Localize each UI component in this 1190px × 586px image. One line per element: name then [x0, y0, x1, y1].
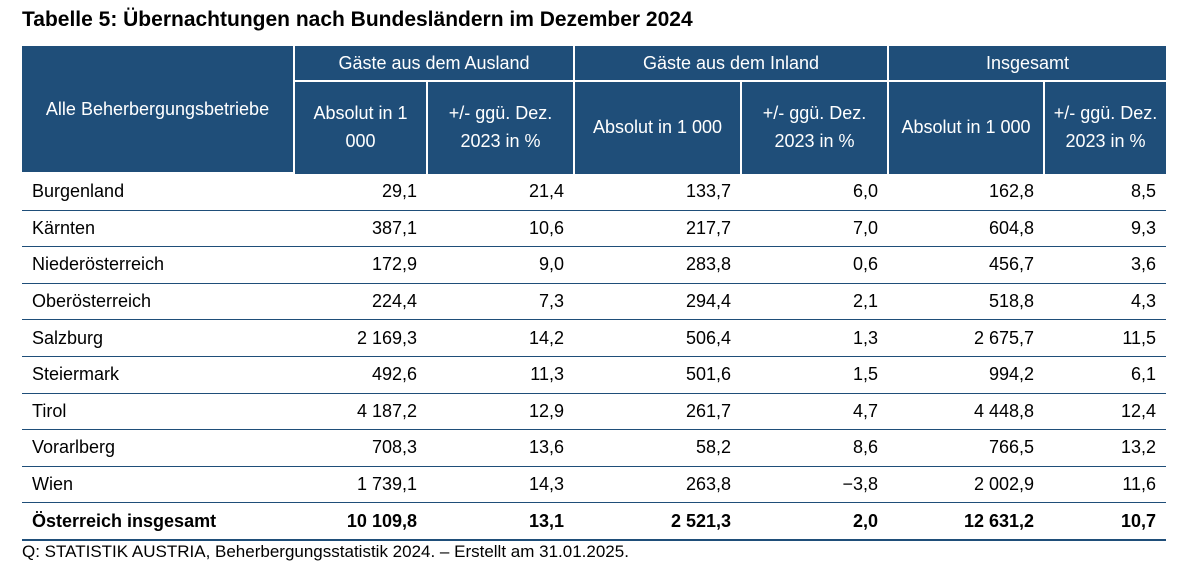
region-name: Kärnten: [22, 210, 294, 248]
col-header-ausland-abs: Absolut in 1 000: [293, 81, 428, 173]
col-header-total-abs: Absolut in 1 000: [887, 81, 1046, 173]
table-cell: 8,6: [741, 429, 889, 467]
table-cell: 263,8: [574, 466, 741, 504]
table-cell: 7,0: [741, 210, 889, 248]
table-row: Kärnten 387,1 10,6 217,7 7,0 604,8 9,3: [22, 210, 1167, 248]
table-cell: 0,6: [741, 246, 889, 284]
table-cell: 492,6: [294, 356, 427, 394]
table-cell: 10 109,8: [294, 502, 427, 541]
table-cell: 4,7: [741, 393, 889, 431]
table-row: Burgenland 29,1 21,4 133,7 6,0 162,8 8,5: [22, 171, 1167, 211]
col-header-ausland-pct: +/- ggü. Dez. 2023 in %: [426, 81, 575, 173]
table-cell: 2,1: [741, 283, 889, 321]
table-cell: 10,7: [1044, 502, 1167, 541]
table-row: Salzburg 2 169,3 14,2 506,4 1,3 2 675,7 11,5: [22, 319, 1167, 357]
table-row: Oberösterreich 224,4 7,3 294,4 2,1 518,8 4,3: [22, 283, 1167, 321]
table-cell: 172,9: [294, 246, 427, 284]
col-header-total-pct: +/- ggü. Dez. 2023 in %: [1043, 81, 1167, 173]
table-cell: 2 169,3: [294, 319, 427, 357]
table-cell: 10,6: [427, 210, 574, 248]
table-cell: 12,4: [1044, 393, 1167, 431]
table-cell: 4 448,8: [888, 393, 1045, 431]
group-header-ausland: Gäste aus dem Ausland: [293, 46, 575, 82]
table-cell: 11,3: [427, 356, 574, 394]
table-cell: 224,4: [294, 283, 427, 321]
table-cell: 8,5: [1044, 171, 1167, 211]
table-cell: 261,7: [574, 393, 741, 431]
overnight-stays-table: Alle Beherbergungsbetriebe Gäste aus dem…: [22, 46, 1167, 541]
table-cell: 1 739,1: [294, 466, 427, 504]
region-name: Niederösterreich: [22, 246, 294, 284]
table-cell: 518,8: [888, 283, 1045, 321]
table-cell: 2,0: [741, 502, 889, 541]
table-cell: 501,6: [574, 356, 741, 394]
table-cell: 11,6: [1044, 466, 1167, 504]
source-note: Q: STATISTIK AUSTRIA, Beherbergungsstati…: [22, 542, 629, 561]
table-cell: 6,1: [1044, 356, 1167, 394]
region-name: Vorarlberg: [22, 429, 294, 467]
table-cell: 283,8: [574, 246, 741, 284]
table-cell: 4,3: [1044, 283, 1167, 321]
table-row: Österreich insgesamt 10 109,8 13,1 2 521,3 2…: [22, 502, 1167, 541]
table-cell: 9,0: [427, 246, 574, 284]
region-name: Österreich insgesamt: [22, 502, 294, 541]
table-cell: 9,3: [1044, 210, 1167, 248]
col-header-inland-pct: +/- ggü. Dez. 2023 in %: [739, 81, 890, 173]
table-cell: 14,3: [427, 466, 574, 504]
table-cell: 14,2: [427, 319, 574, 357]
region-name: Oberösterreich: [22, 283, 294, 321]
table-cell: 994,2: [888, 356, 1045, 394]
table-title: Tabelle 5: Übernachtungen nach Bundeslän…: [22, 8, 693, 31]
table-body: Burgenland 29,1 21,4 133,7 6,0 162,8 8,5 Kärnte…: [22, 171, 1167, 541]
table-row: Steiermark 492,6 11,3 501,6 1,5 994,2 6,1: [22, 356, 1167, 394]
table-cell: 294,4: [574, 283, 741, 321]
group-header-insgesamt: Insgesamt: [887, 46, 1167, 82]
table-cell: 217,7: [574, 210, 741, 248]
table-cell: 58,2: [574, 429, 741, 467]
table-cell: 29,1: [294, 171, 427, 211]
table-cell: 604,8: [888, 210, 1045, 248]
table-cell: 6,0: [741, 171, 889, 211]
table-row: Wien 1 739,1 14,3 263,8 −3,8 2 002,9 11,6: [22, 466, 1167, 504]
table-cell: 13,2: [1044, 429, 1167, 467]
table-cell: 162,8: [888, 171, 1045, 211]
table-cell: 387,1: [294, 210, 427, 248]
table-cell: 3,6: [1044, 246, 1167, 284]
region-name: Salzburg: [22, 319, 294, 357]
table-cell: 12,9: [427, 393, 574, 431]
table-cell: 13,1: [427, 502, 574, 541]
table-cell: 21,4: [427, 171, 574, 211]
region-name: Burgenland: [22, 171, 294, 211]
table-cell: 506,4: [574, 319, 741, 357]
region-name: Tirol: [22, 393, 294, 431]
table-row: Niederösterreich 172,9 9,0 283,8 0,6 456,7 3,6: [22, 246, 1167, 284]
table-cell: 13,6: [427, 429, 574, 467]
table-cell: 7,3: [427, 283, 574, 321]
table-cell: −3,8: [741, 466, 889, 504]
table-cell: 2 675,7: [888, 319, 1045, 357]
table-cell: 133,7: [574, 171, 741, 211]
table-cell: 12 631,2: [888, 502, 1045, 541]
region-name: Wien: [22, 466, 294, 504]
table-cell: 2 002,9: [888, 466, 1045, 504]
table-cell: 766,5: [888, 429, 1045, 467]
table-row: Vorarlberg 708,3 13,6 58,2 8,6 766,5 13,2: [22, 429, 1167, 467]
table-cell: 456,7: [888, 246, 1045, 284]
table-cell: 11,5: [1044, 319, 1167, 357]
table-row: Tirol 4 187,2 12,9 261,7 4,7 4 448,8 12,4: [22, 393, 1167, 431]
table-cell: 1,5: [741, 356, 889, 394]
row-label-header: Alle Beherbergungsbetriebe: [22, 46, 295, 174]
region-name: Steiermark: [22, 356, 294, 394]
col-header-inland-abs: Absolut in 1 000: [573, 81, 742, 173]
table-cell: 2 521,3: [574, 502, 741, 541]
table-cell: 1,3: [741, 319, 889, 357]
table-cell: 708,3: [294, 429, 427, 467]
table-cell: 4 187,2: [294, 393, 427, 431]
group-header-inland: Gäste aus dem Inland: [572, 46, 890, 82]
